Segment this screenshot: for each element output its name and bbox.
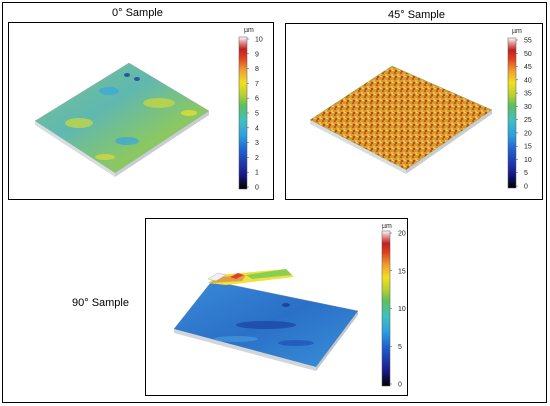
colorbar-tick-label: 5: [255, 111, 259, 118]
colorbar-ticks-90: 20 15 10 5 0: [390, 231, 406, 389]
colorbar-tick-label: 55: [524, 38, 532, 45]
colorbar-tick-label: 8: [255, 66, 259, 73]
colorbar-tick-label: 15: [398, 268, 406, 275]
colorbar-tick-label: 1: [255, 170, 259, 177]
colorbar-tick-label: 9: [255, 51, 259, 58]
colorbar-tick-label: 20: [398, 231, 406, 238]
surface-0-edge-right: [115, 111, 209, 177]
colorbar-tick-label: 10: [524, 157, 532, 164]
colorbar-tick-label: 0: [255, 185, 259, 192]
surface-90-texture: [214, 303, 314, 346]
colorbar-tick-label: 0: [398, 382, 402, 389]
colorbar-unit-45: µm: [512, 28, 522, 35]
colorbar-tick-label: 45: [524, 64, 532, 71]
colorbar-tick-label: 4: [255, 125, 259, 132]
surface-45-edge-right: [406, 110, 492, 174]
panel-45-sample: µm 55 50 45 40 35 30 25 20 15 10 5 0: [285, 23, 543, 200]
colorbar-0: [238, 36, 248, 190]
surface-45: [309, 65, 493, 171]
colorbar-tick-label: 6: [255, 96, 259, 103]
colorbar-90: [381, 230, 391, 387]
colorbar-unit-0: µm: [244, 27, 254, 34]
figure-frame: [2, 2, 547, 403]
surface-90-edge-front: [174, 329, 316, 371]
colorbar-tick-label: 50: [524, 51, 532, 58]
colorbar-tick-label: 5: [524, 170, 528, 177]
surface-0: [34, 62, 210, 174]
colorbar-tick-label: 35: [524, 91, 532, 98]
colorbar-tick-label: 40: [524, 77, 532, 84]
caption-0-sample: 0° Sample: [112, 7, 163, 19]
colorbar-tick-label: 10: [255, 37, 263, 44]
caption-45-sample: 45° Sample: [388, 9, 445, 21]
surface-45-edge-left: [310, 120, 406, 174]
colorbar-45: [507, 37, 517, 189]
colorbar-tick-label: 5: [398, 344, 402, 351]
colorbar-tick-label: 15: [524, 144, 532, 151]
surface-plot-90: µm 20 15 10 5 0: [173, 223, 406, 389]
colorbar-tick-label: 10: [398, 306, 406, 313]
colorbar-tick-label: 2: [255, 155, 259, 162]
panel-90-sample: µm 20 15 10 5 0: [145, 218, 408, 396]
colorbar-tick-label: 30: [524, 104, 532, 111]
surface-0-edge-left: [35, 121, 115, 177]
colorbar-tick-label: 20: [524, 130, 532, 137]
colorbar-tick-label: 3: [255, 140, 259, 147]
caption-90-sample: 90° Sample: [72, 297, 129, 309]
surface-0-texture: [65, 73, 197, 160]
colorbar-tick-label: 0: [524, 184, 528, 191]
colorbar-tick-label: 7: [255, 81, 259, 88]
panel-0-sample: µm 10 9 8 7 6 5 4 3 2 1 0: [8, 22, 274, 200]
surface-90-edge-right: [316, 311, 358, 371]
colorbar-tick-label: 25: [524, 117, 532, 124]
colorbar-unit-90: µm: [382, 223, 392, 230]
surface-90-ridge: [207, 269, 294, 285]
